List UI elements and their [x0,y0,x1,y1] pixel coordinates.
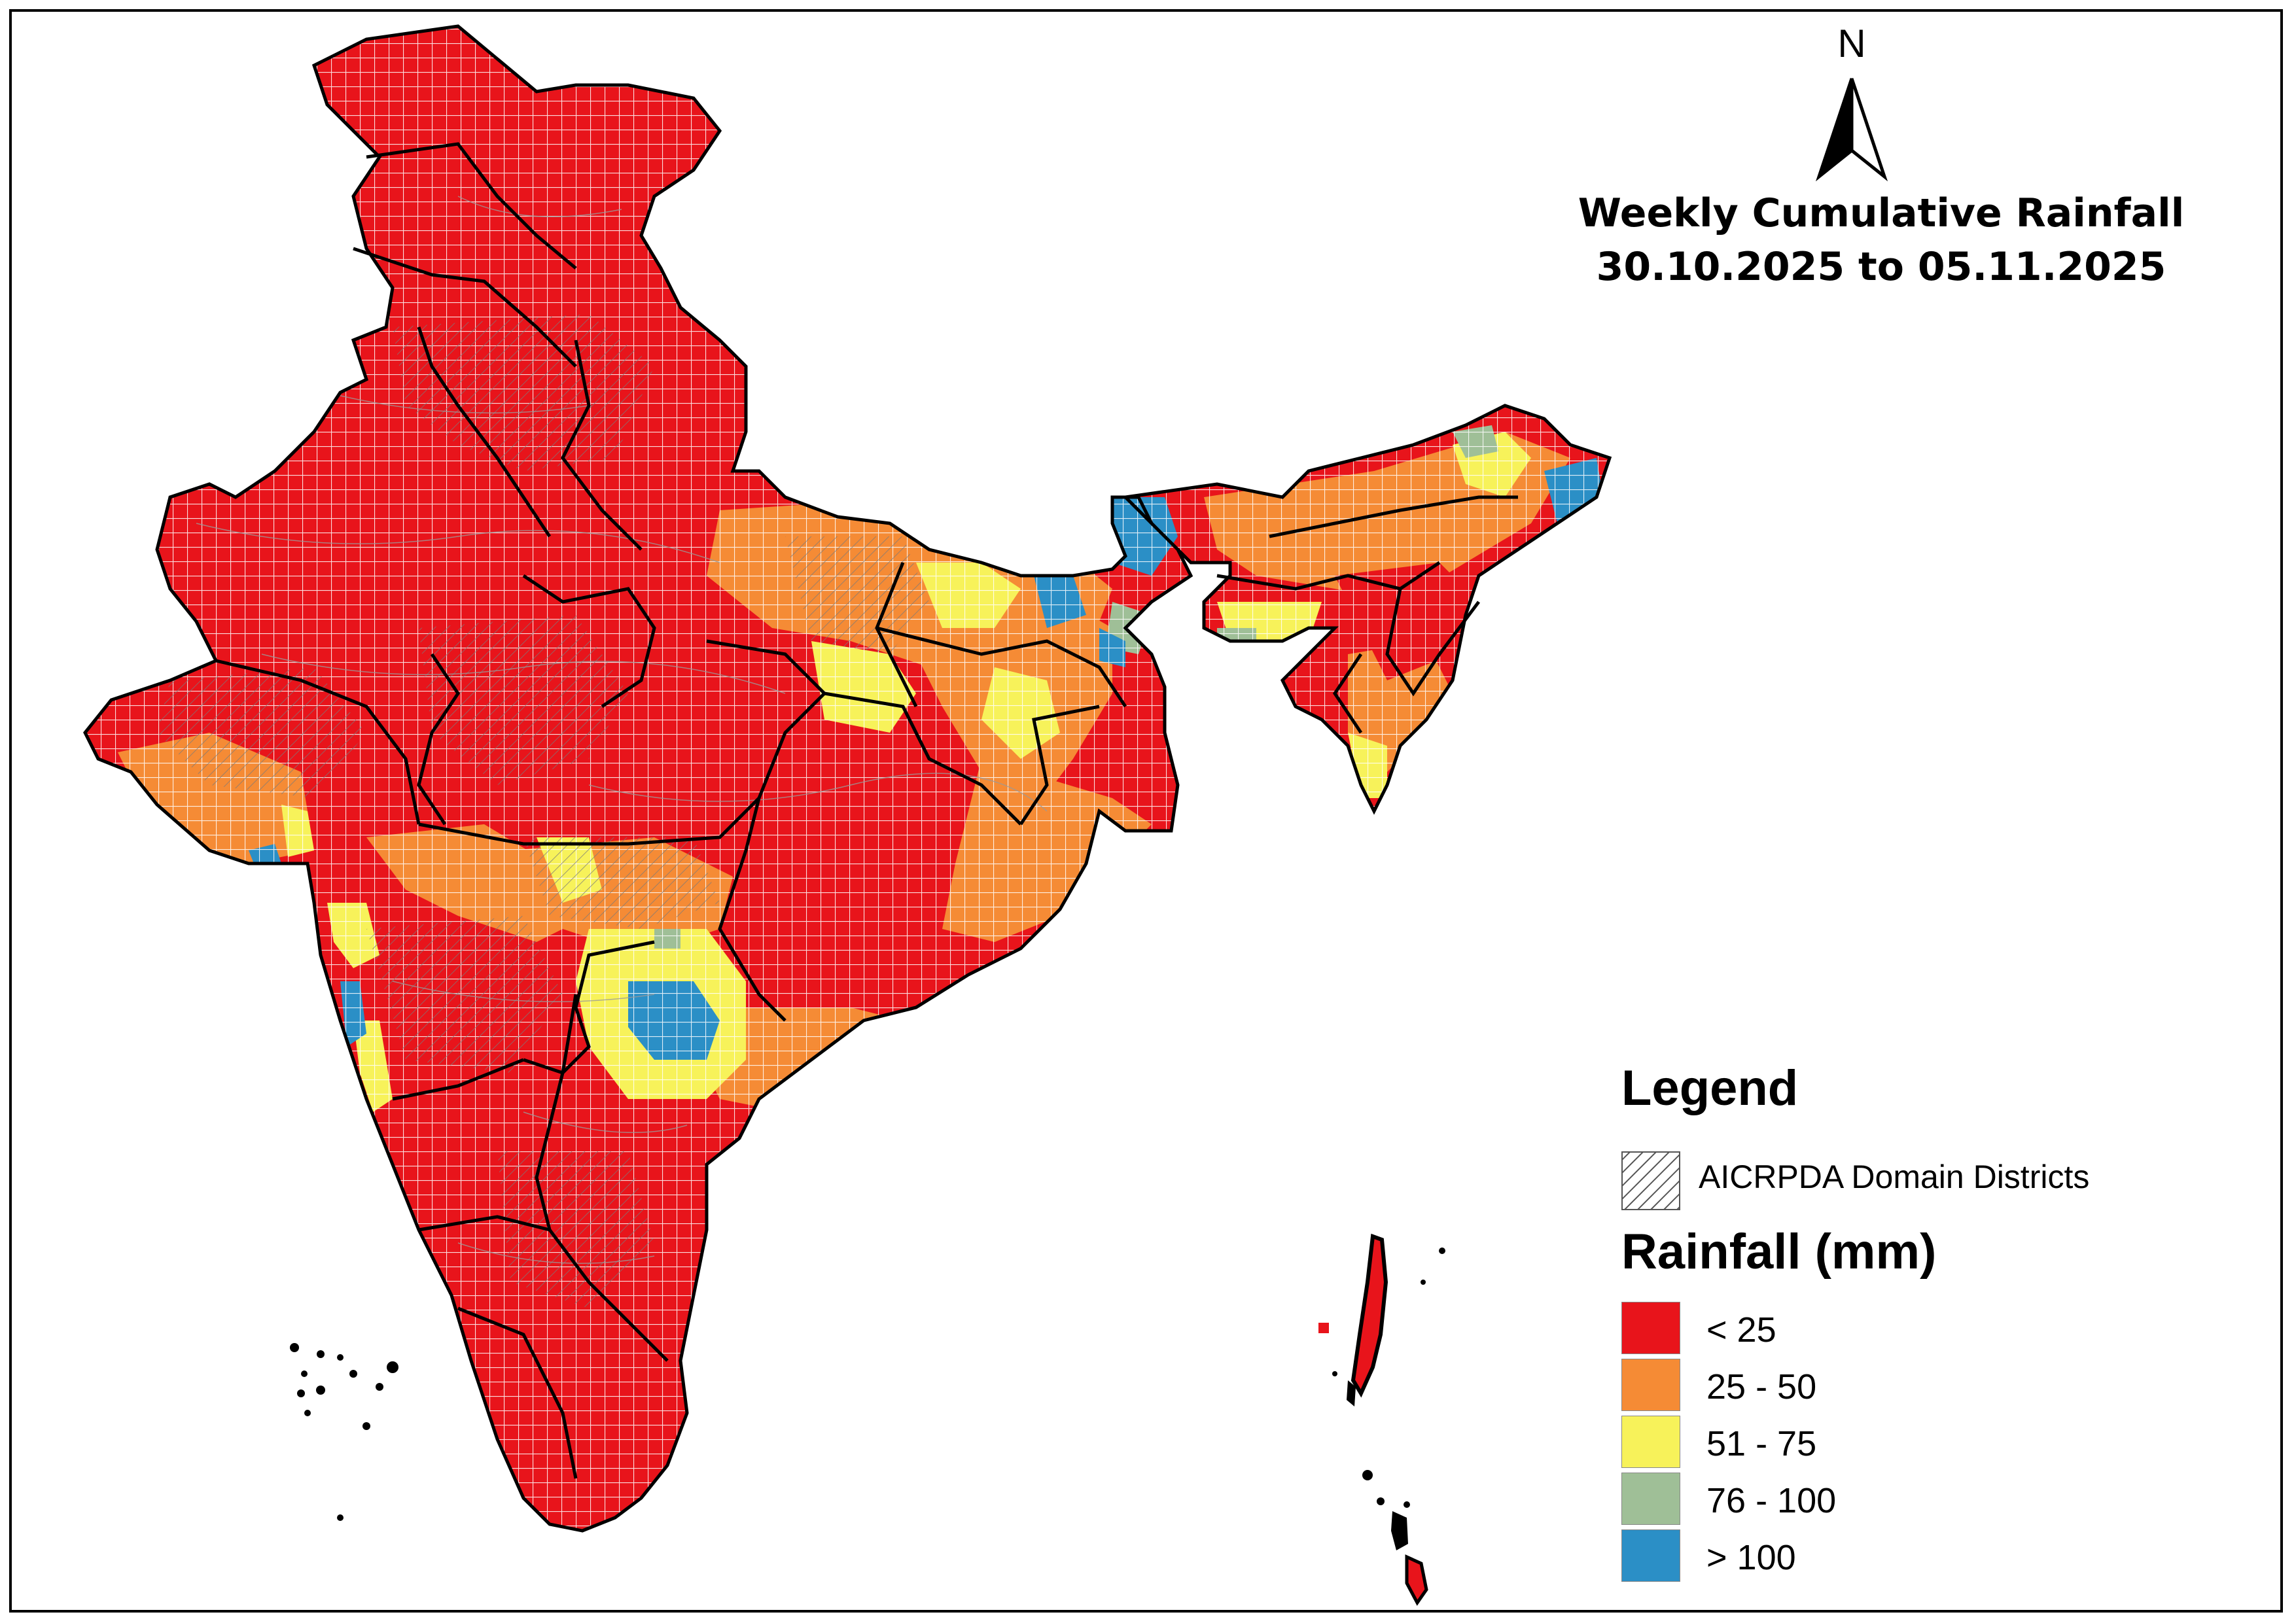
legend-color-swatch [1621,1473,1680,1525]
map-title: Weekly Cumulative Rainfall 30.10.2025 to… [1485,186,2277,294]
legend-class-label: < 25 [1706,1310,1776,1350]
legend-class-label: 25 - 50 [1706,1367,1817,1406]
legend-color-swatch [1621,1359,1680,1411]
map-title-line1: Weekly Cumulative Rainfall [1578,190,2185,236]
andaman-nicobar-islands [1318,1233,1445,1606]
lakshadweep-islands [290,1343,398,1521]
hatch-swatch-icon [1621,1151,1680,1210]
legend-rainfall-heading: Rainfall (mm) [1621,1224,1937,1280]
legend-color-swatch [1621,1416,1680,1468]
legend-class-label: 51 - 75 [1706,1424,1817,1463]
map-title-line2: 30.10.2025 to 05.11.2025 [1596,244,2166,290]
legend-class-label: > 100 [1706,1538,1796,1577]
legend-color-swatch [1621,1529,1680,1582]
legend-class-label: 76 - 100 [1706,1481,1837,1520]
legend-heading: Legend [1621,1060,1799,1116]
north-arrow-label: N [1837,22,1866,65]
north-arrow-icon [1815,78,1888,182]
legend-domain-label: AICRPDA Domain Districts [1699,1159,2090,1195]
legend-color-swatch [1621,1302,1680,1354]
state-boundaries [215,142,1518,1479]
